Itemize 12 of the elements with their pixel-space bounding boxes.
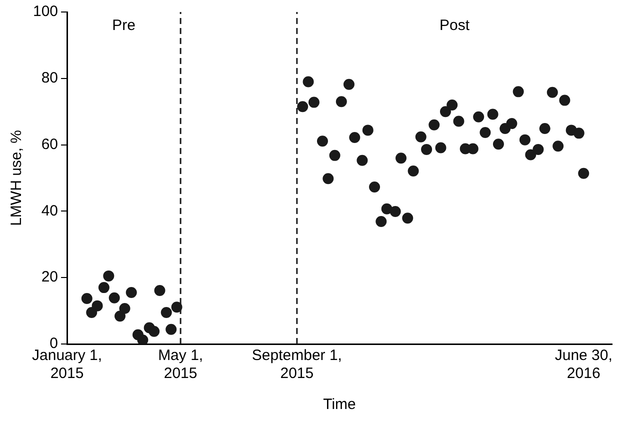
annotation: Pre: [112, 17, 136, 34]
y-tick-label: 60: [41, 136, 58, 153]
x-tick-label: May 1, 2015: [158, 347, 204, 382]
y-axis-title: LMWH use, %: [8, 130, 26, 226]
y-tick-label: 40: [41, 202, 58, 220]
annotation: Post: [439, 17, 470, 34]
x-tick-label: September 1, 2015: [252, 347, 342, 382]
y-tick-label: 100: [32, 3, 58, 20]
x-tick-label: June 30, 2016: [554, 347, 612, 382]
x-axis-title: Time: [323, 396, 356, 414]
y-tick-label: 80: [41, 70, 58, 87]
y-tick-label: 20: [41, 268, 58, 286]
